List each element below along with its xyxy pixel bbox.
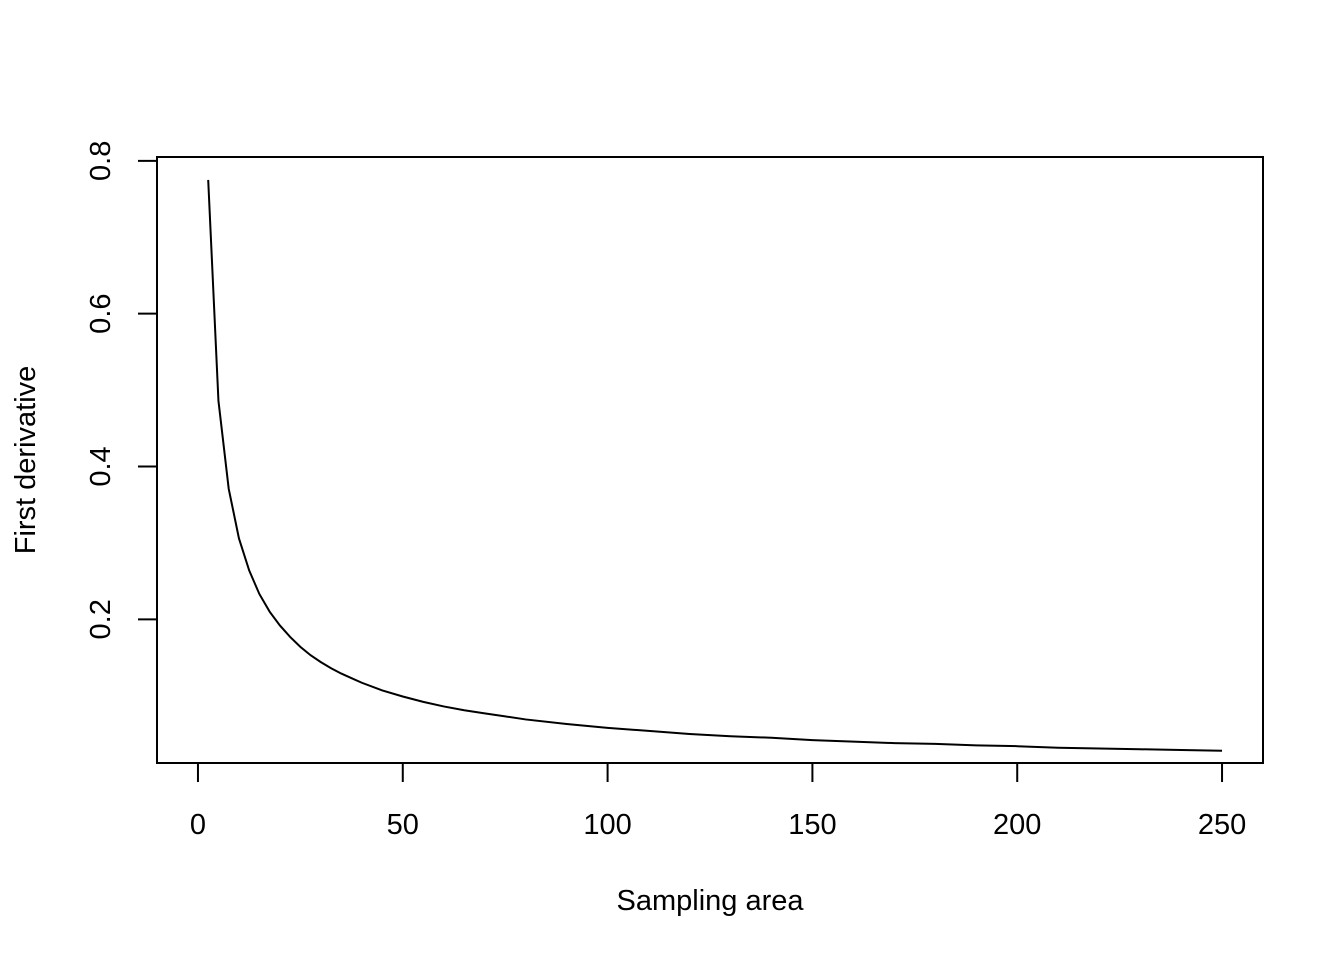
- plot-frame: [156, 156, 1264, 764]
- y-axis-label: First derivative: [10, 366, 42, 555]
- y-tick-label: 0.6: [85, 293, 117, 333]
- x-axis-label: Sampling area: [617, 885, 805, 917]
- y-tick-label: 0.2: [85, 599, 117, 639]
- x-tick-label: 0: [190, 809, 206, 841]
- x-tick-label: 150: [788, 809, 836, 841]
- x-axis: 0 50 100 150 200 250: [190, 762, 1246, 841]
- x-tick-label: 250: [1198, 809, 1246, 841]
- x-tick-label: 200: [993, 809, 1041, 841]
- y-axis: 0.2 0.4 0.6 0.8: [85, 141, 158, 639]
- x-tick-label: 50: [387, 809, 419, 841]
- y-tick-label: 0.4: [85, 446, 117, 486]
- series-line: [207, 179, 1223, 752]
- y-tick-label: 0.8: [85, 141, 117, 181]
- x-tick-label: 100: [583, 809, 631, 841]
